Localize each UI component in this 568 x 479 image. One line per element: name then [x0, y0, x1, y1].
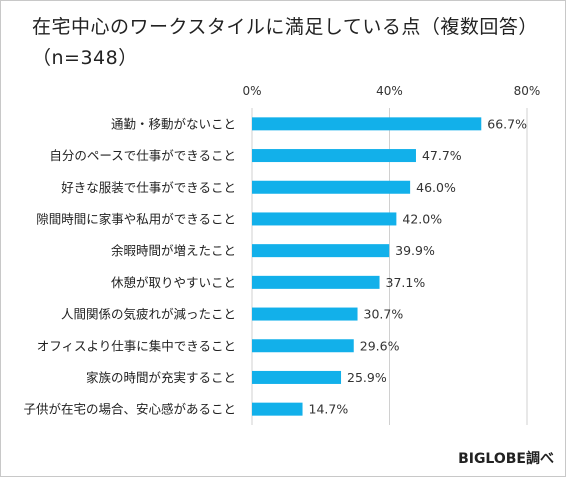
x-tick-label-0: 0%	[242, 84, 261, 98]
category-label-3: 好きな服装で仕事ができること	[61, 180, 236, 195]
value-label-3: 46.0%	[416, 180, 456, 195]
category-label-8: オフィスより仕事に集中できること	[37, 338, 236, 353]
category-label-1: 通勤・移動がないこと	[111, 116, 236, 131]
category-label-6: 休憩が取りやすいこと	[111, 275, 236, 290]
bar-9	[252, 370, 342, 384]
bar-2	[252, 149, 416, 163]
category-label-5: 余暇時間が増えたこと	[111, 243, 236, 258]
source-credit: BIGLOBE調べ	[458, 451, 554, 467]
value-label-2: 47.7%	[422, 148, 462, 163]
category-label-2: 自分のペースで仕事ができること	[49, 148, 236, 163]
bar-1	[252, 117, 482, 131]
category-label-7: 人間関係の気疲れが減ったこと	[61, 307, 236, 322]
bar-3	[252, 180, 411, 194]
category-label-4: 隙間時間に家事や私用ができること	[36, 211, 236, 226]
chart-title: 在宅中心のワークスタイルに満足している点（複数回答）	[32, 16, 538, 38]
bar-5	[252, 244, 390, 258]
bar-8	[252, 339, 354, 353]
bar-7	[252, 307, 358, 321]
value-label-1: 66.7%	[487, 116, 527, 131]
chart-subtitle: （n=348）	[32, 47, 138, 69]
x-tick-label-40: 40%	[376, 84, 403, 98]
value-label-4: 42.0%	[402, 211, 442, 226]
value-label-5: 39.9%	[395, 243, 435, 258]
value-label-10: 14.7%	[309, 402, 349, 417]
value-label-6: 37.1%	[386, 275, 426, 290]
bar-10	[252, 402, 303, 416]
value-label-7: 30.7%	[364, 307, 404, 322]
bar-6	[252, 275, 380, 289]
value-label-9: 25.9%	[347, 370, 387, 385]
category-label-10: 子供が在宅の場合、安心感があること	[23, 402, 236, 417]
x-tick-label-80: 80%	[514, 84, 541, 98]
chart-title-block: 在宅中心のワークスタイルに満足している点（複数回答） （n=348）	[32, 12, 552, 74]
category-label-9: 家族の時間が充実すること	[86, 370, 236, 385]
value-label-8: 29.6%	[360, 338, 400, 353]
bar-4	[252, 212, 397, 226]
